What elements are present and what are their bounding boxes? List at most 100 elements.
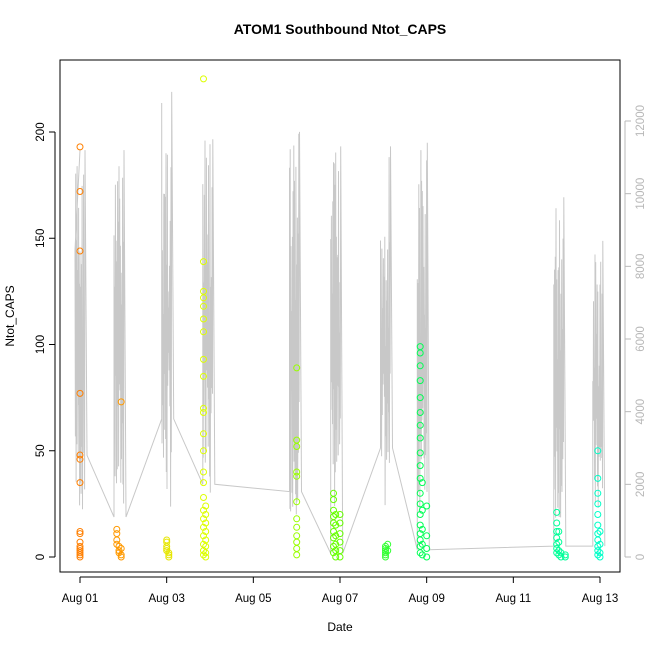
data-point	[416, 549, 424, 557]
data-point	[202, 502, 210, 510]
data-point	[76, 528, 84, 535]
data-point	[382, 551, 389, 559]
data-point	[416, 409, 424, 416]
x-tick-label: Aug 01	[62, 593, 98, 605]
data-point	[200, 447, 207, 455]
data-point	[561, 551, 569, 559]
data-point	[202, 511, 210, 518]
data-point	[165, 551, 173, 559]
y-tick-label: 200	[35, 122, 47, 141]
data-point	[594, 547, 602, 555]
point-series	[382, 540, 392, 561]
data-point	[293, 468, 301, 476]
x-tick-label: Aug 09	[408, 593, 444, 605]
data-point	[336, 519, 344, 527]
point-series	[553, 508, 569, 561]
data-point	[384, 547, 392, 555]
data-point	[200, 409, 207, 416]
data-point	[418, 479, 426, 487]
data-point	[113, 536, 121, 544]
data-point	[76, 530, 84, 538]
data-point	[117, 553, 125, 561]
point-series	[113, 398, 125, 561]
data-point	[416, 489, 424, 497]
data-point	[200, 515, 207, 523]
data-point	[113, 540, 121, 548]
data-point	[293, 443, 301, 450]
secondary-series	[74, 91, 606, 554]
data-point	[594, 551, 602, 559]
data-point	[200, 523, 207, 531]
data-point	[293, 532, 301, 540]
data-point	[416, 362, 424, 370]
axes: Aug 01 Aug 03 Aug 05 Aug 07 Aug 09 Aug 11 Aug …	[35, 105, 647, 605]
data-point	[76, 553, 84, 561]
data-point	[557, 553, 565, 561]
data-point	[418, 506, 426, 514]
data-point	[423, 532, 431, 540]
data-point	[293, 472, 301, 480]
data-point	[596, 540, 604, 548]
data-point	[200, 547, 207, 555]
y-tick-label: 0	[35, 554, 47, 560]
data-point	[555, 538, 563, 546]
data-point	[200, 494, 207, 501]
data-point	[418, 525, 426, 533]
data-point	[596, 528, 604, 535]
data-point	[416, 434, 424, 442]
data-point	[553, 549, 561, 557]
data-point	[163, 547, 171, 555]
data-point	[200, 258, 207, 266]
x-tick-label: Aug 03	[148, 593, 184, 605]
data-point	[200, 75, 207, 83]
data-point	[423, 502, 431, 510]
x-axis-label: Date	[327, 620, 353, 634]
data-point	[113, 530, 121, 538]
data-point	[555, 528, 563, 535]
data-point	[382, 553, 389, 561]
data-point	[416, 349, 424, 357]
data-point	[76, 479, 84, 487]
data-point	[553, 540, 561, 548]
data-point	[594, 511, 602, 518]
data-point	[332, 553, 340, 561]
y2-tick-label: 0	[635, 554, 647, 560]
y2-tick-label: 6000	[635, 326, 647, 352]
data-point	[293, 523, 301, 531]
data-point	[416, 394, 424, 402]
data-point	[332, 511, 340, 518]
y-tick-label: 150	[35, 229, 47, 248]
data-point	[555, 547, 563, 555]
data-point	[596, 553, 604, 561]
data-point	[293, 538, 301, 546]
x-tick-label: Aug 05	[235, 593, 271, 605]
data-point	[117, 551, 125, 559]
point-series	[594, 447, 604, 561]
data-point	[200, 355, 207, 363]
data-point	[416, 521, 424, 529]
data-point	[418, 551, 426, 559]
data-point	[163, 542, 171, 550]
point-series	[163, 536, 173, 561]
data-point	[200, 302, 207, 310]
data-point	[293, 498, 301, 506]
data-point	[594, 474, 602, 482]
data-point	[76, 247, 84, 255]
y-axis-label: Ntot_CAPS	[3, 285, 17, 346]
data-point	[202, 553, 210, 561]
data-point	[332, 521, 340, 529]
data-point	[200, 468, 207, 476]
data-point	[332, 532, 340, 540]
data-point	[330, 489, 337, 497]
point-series	[416, 343, 431, 561]
data-point	[76, 451, 84, 459]
data-point	[423, 553, 431, 561]
data-point	[165, 553, 173, 561]
data-point	[557, 549, 565, 557]
y2-tick-label: 12000	[635, 105, 647, 137]
data-point	[200, 551, 207, 559]
data-point	[330, 534, 337, 542]
data-point	[76, 188, 84, 195]
data-point	[336, 547, 344, 555]
